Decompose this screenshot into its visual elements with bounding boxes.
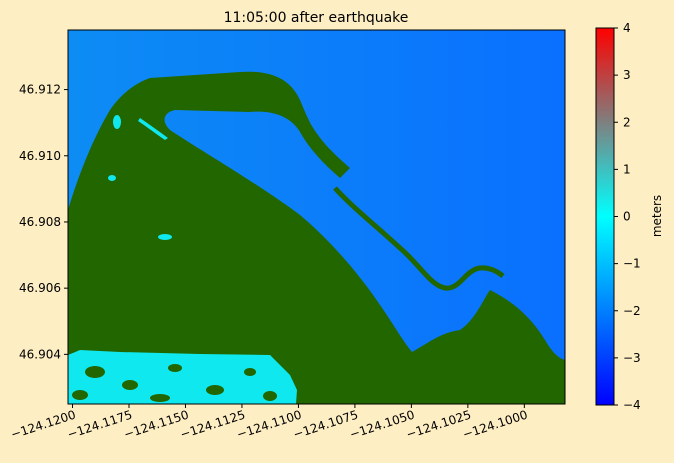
chart-title: 11:05:00 after earthquake — [224, 10, 409, 26]
x-tick-label: −124.1175 — [66, 408, 134, 442]
colorbar-ticks: −4 −3 −2 −1 0 1 2 3 4 — [614, 21, 641, 412]
y-tick-label: 46.906 — [19, 281, 61, 295]
colorbar-tick-label: 2 — [623, 115, 631, 129]
colorbar-tick-label: 1 — [623, 162, 631, 176]
colorbar-gradient — [595, 27, 615, 406]
y-tick-label: 46.908 — [19, 215, 61, 229]
x-tick-label: −124.1025 — [404, 408, 472, 442]
x-tick-label: −124.1200 — [9, 408, 77, 442]
inlet-land-patches — [72, 364, 277, 402]
colorbar-tick-label: −3 — [623, 351, 641, 365]
x-tick-label: −124.1150 — [122, 408, 190, 442]
tidal-channels — [108, 115, 172, 240]
colorbar: −4 −3 −2 −1 0 1 2 3 4 meters — [595, 21, 664, 412]
colorbar-label: meters — [650, 195, 664, 237]
colorbar-tick-label: 4 — [623, 21, 631, 35]
y-tick-label: 46.912 — [19, 83, 61, 97]
y-tick-label: 46.904 — [19, 347, 61, 361]
plot-area — [68, 30, 565, 404]
x-axis: −124.1200−124.1175−124.1150−124.1125−124… — [9, 404, 529, 442]
colorbar-tick-label: 0 — [623, 210, 631, 224]
y-axis: 46.904 46.906 46.908 46.910 46.912 — [19, 83, 68, 361]
bay-spit — [333, 186, 505, 291]
x-tick-label: −124.1100 — [235, 408, 303, 442]
x-tick-label: −124.1050 — [348, 408, 416, 442]
colorbar-tick-label: 3 — [623, 68, 631, 82]
colorbar-tick-label: −2 — [623, 304, 641, 318]
land-region — [68, 71, 565, 404]
x-tick-label: −124.1000 — [461, 408, 529, 442]
x-tick-label: −124.1075 — [291, 408, 359, 442]
colorbar-tick-label: −4 — [623, 398, 641, 412]
y-tick-label: 46.910 — [19, 149, 61, 163]
colorbar-tick-label: −1 — [623, 257, 641, 271]
plot-frame — [67, 29, 566, 405]
shallow-inlet — [68, 350, 297, 404]
x-tick-label: −124.1125 — [179, 408, 247, 442]
